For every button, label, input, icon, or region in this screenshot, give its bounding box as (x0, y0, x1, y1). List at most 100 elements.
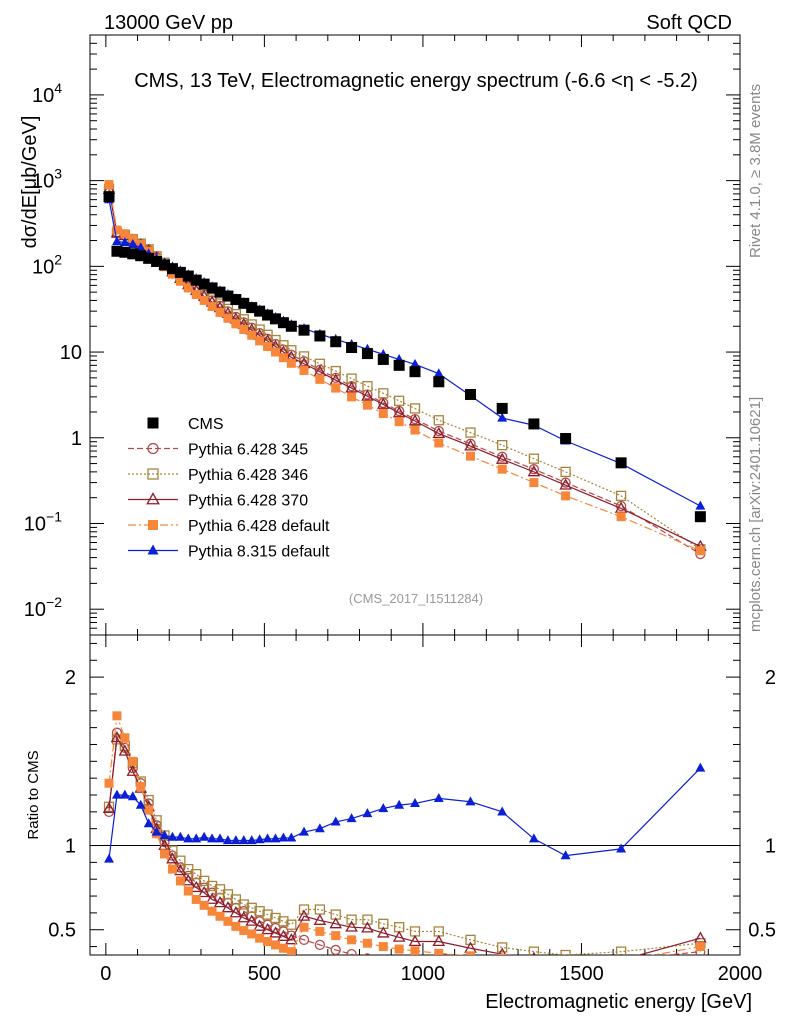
ratio-y-tick-label-right: 0.5 (748, 920, 776, 942)
series-3-ratio-point (277, 929, 290, 941)
cms-data-point (127, 248, 139, 260)
legend-label: Pythia 6.428 346 (188, 467, 308, 484)
series-2-point (433, 415, 444, 426)
series-1-ratio-line (108, 730, 701, 955)
cms-data-point (560, 433, 572, 445)
series-2-ratio-point (615, 946, 627, 955)
series-4-ratio-point (136, 782, 146, 792)
series-3-point (495, 452, 509, 464)
series-3-ratio-point (269, 926, 282, 938)
series-5-point (410, 358, 420, 368)
series-4-ratio-point (465, 951, 475, 955)
cms-data-point (496, 402, 508, 414)
series-5-ratio-point (222, 835, 233, 845)
series-3-ratio-point (285, 933, 298, 945)
main-plot-area (102, 180, 707, 560)
series-3-ratio-point (110, 731, 124, 743)
series-4-ratio-point (695, 942, 705, 952)
series-5-ratio-point (286, 832, 297, 842)
ratio-y-tick-label-right: 1 (765, 836, 776, 858)
series-1-ratio-point (314, 939, 326, 951)
series-4-point (199, 295, 209, 305)
series-4-point (175, 276, 185, 286)
cms-data-point (238, 297, 250, 309)
y-tick-label: 1 (71, 428, 82, 450)
series-5-ratio-point (215, 833, 225, 843)
series-1-ratio-point (238, 906, 249, 917)
series-4-ratio-point (231, 921, 241, 931)
cms-data-point (528, 418, 540, 430)
series-1-ratio-point (379, 957, 388, 966)
cms-data-point (346, 342, 358, 354)
series-5-ratio-point (346, 813, 357, 823)
series-4-point (434, 438, 444, 448)
series-5-ratio-point (378, 803, 389, 813)
series-2-ratio-point (143, 794, 154, 806)
y-axis-label: dσ/dE[μb/GeV] (19, 116, 41, 249)
series-4-point (223, 313, 233, 323)
cms-data-point (119, 246, 131, 258)
series-4-point (215, 307, 225, 317)
series-3-point (377, 397, 390, 409)
series-2-ratio-point (497, 942, 508, 953)
axis-tick-labels: 0 500 1000 1500 2000 10−2 10−1 1 10 102 103 104 0.5 0… (24, 80, 776, 985)
x-tick-label: 0 (100, 963, 111, 985)
series-3-point (345, 381, 358, 393)
legend-marker (147, 544, 159, 555)
series-3-ratio-point (174, 864, 187, 876)
series-2-ratio-line (108, 738, 701, 955)
series-4-point (331, 383, 341, 393)
series-5-point (433, 368, 444, 378)
series-4-point (410, 425, 420, 435)
series-5-ratio-point (191, 833, 202, 843)
x-tick-label: 1000 (401, 963, 446, 985)
chart-title: CMS, 13 TeV, Electromagnetic energy spec… (134, 70, 698, 92)
series-2-point (409, 403, 421, 414)
series-1-point (560, 477, 571, 488)
series-3-ratio-point (313, 913, 327, 925)
legend-marker (147, 417, 159, 429)
series-4-ratio-point (331, 931, 341, 941)
series-2-ratio-point (286, 919, 297, 930)
series-5-ratio-point (314, 823, 325, 833)
series-4-ratio-point (120, 733, 130, 743)
ratio-y-tick-label: 2 (65, 667, 76, 689)
series-4-ratio-point (299, 922, 309, 932)
series-4-ratio-point (167, 864, 177, 874)
ratio-y-tick-label-right: 2 (765, 667, 776, 689)
series-2-ratio-point (298, 904, 310, 915)
series-5-ratio-point (270, 833, 281, 843)
series-4-ratio-point (434, 948, 444, 955)
series-3-ratio-point (102, 801, 116, 813)
series-1-ratio-point (620, 954, 623, 955)
series-2-point (615, 490, 627, 502)
series-2-point (497, 440, 508, 451)
header-right: Soft QCD (646, 12, 732, 34)
series-4-ratio-point (247, 929, 257, 939)
series-2-ratio-point (270, 912, 281, 924)
series-1-point (497, 451, 508, 462)
y-tick-label: 10 (60, 342, 82, 364)
series-2-ratio-point (314, 904, 326, 915)
series-2-point (362, 381, 373, 392)
y-tick-label: 103 (32, 166, 62, 193)
series-5-ratio-point (278, 832, 289, 842)
series-2-point (528, 453, 540, 464)
series-4-point (465, 451, 475, 461)
series-3-ratio-point (237, 911, 251, 923)
series-4-point (278, 353, 288, 363)
series-4-ratio-point (263, 937, 273, 947)
series-3-ratio-point (261, 923, 274, 935)
series-5-ratio-point (207, 833, 218, 843)
cms-data-point (166, 263, 178, 275)
series-2-ratio-point (238, 899, 249, 910)
x-tick-label: 2000 (718, 963, 763, 985)
series-5-ratio-point (183, 833, 194, 843)
series-3-ratio-point (620, 953, 623, 955)
cms-data-point (206, 282, 218, 294)
series-4-point (120, 229, 130, 239)
series-2-ratio-point (254, 906, 265, 917)
series-4-ratio-point (270, 940, 280, 950)
series-4-ratio-point (199, 900, 209, 910)
cms-data-point (182, 270, 194, 282)
